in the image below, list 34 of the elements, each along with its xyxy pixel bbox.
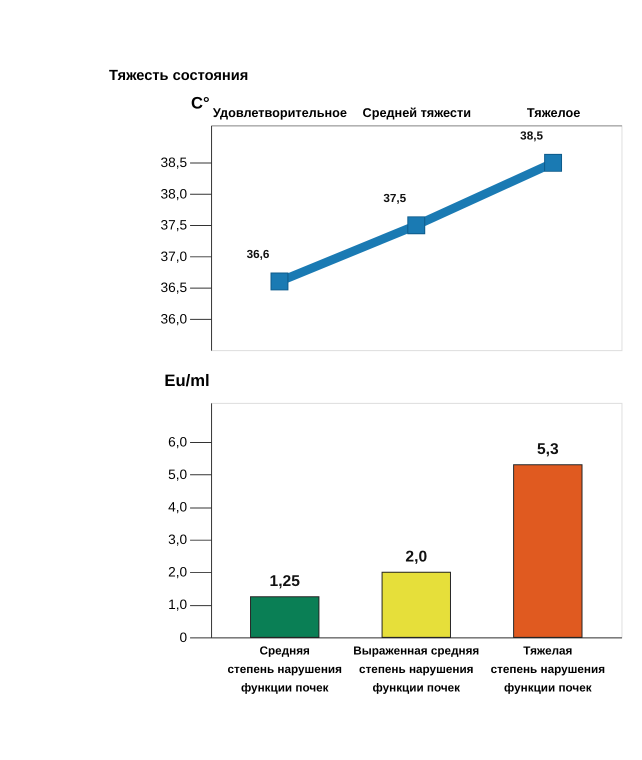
- data-label: 5,3: [536, 441, 559, 458]
- point: [270, 272, 288, 290]
- bar: [513, 464, 583, 638]
- point: [544, 154, 562, 172]
- y-tick-label: 38,0: [160, 186, 188, 202]
- x-tick-label: Удовлетворительное: [212, 106, 347, 120]
- y-tick-label: 2,0: [168, 564, 188, 580]
- x-axis-title: Тяжесть состояния: [108, 68, 248, 84]
- y-tick-label: 37,0: [160, 248, 188, 264]
- y-tick-label: 38,5: [160, 155, 188, 170]
- y-axis-title: Eu/ml: [164, 370, 210, 390]
- y-tick-label: 37,5: [160, 218, 188, 233]
- data-label: 2,0: [405, 548, 428, 566]
- y-tick-label: 36,5: [160, 280, 188, 296]
- data-label: 1,25: [270, 572, 300, 590]
- data-label: 37,5: [383, 192, 407, 205]
- x-tick-label: Тяжелое: [526, 106, 580, 120]
- x-tick-label: Тяжелая степень нарушения функции почек: [490, 644, 606, 695]
- y-axis-title: C°: [190, 93, 210, 112]
- bar: [250, 596, 320, 638]
- y-tick-label: 6,0: [168, 434, 188, 450]
- x-tick-label: Выраженная средняя степень нарушения функции почек: [353, 644, 480, 695]
- point: [407, 216, 426, 234]
- data-label: 38,5: [520, 129, 544, 142]
- x-tick-label: Средняя степень нарушения функции почек: [228, 644, 342, 695]
- y-tick-label: 3,0: [168, 532, 188, 548]
- x-tick-label: Средней тяжести: [362, 106, 472, 120]
- bar: [382, 572, 451, 638]
- y-tick-label: 0: [180, 630, 188, 645]
- y-tick-label: 1,0: [168, 597, 188, 612]
- y-tick-label: 4,0: [168, 500, 188, 515]
- y-tick-label: 36,0: [160, 311, 188, 326]
- y-tick-label: 5,0: [168, 466, 188, 482]
- data-label: 36,6: [246, 248, 270, 262]
